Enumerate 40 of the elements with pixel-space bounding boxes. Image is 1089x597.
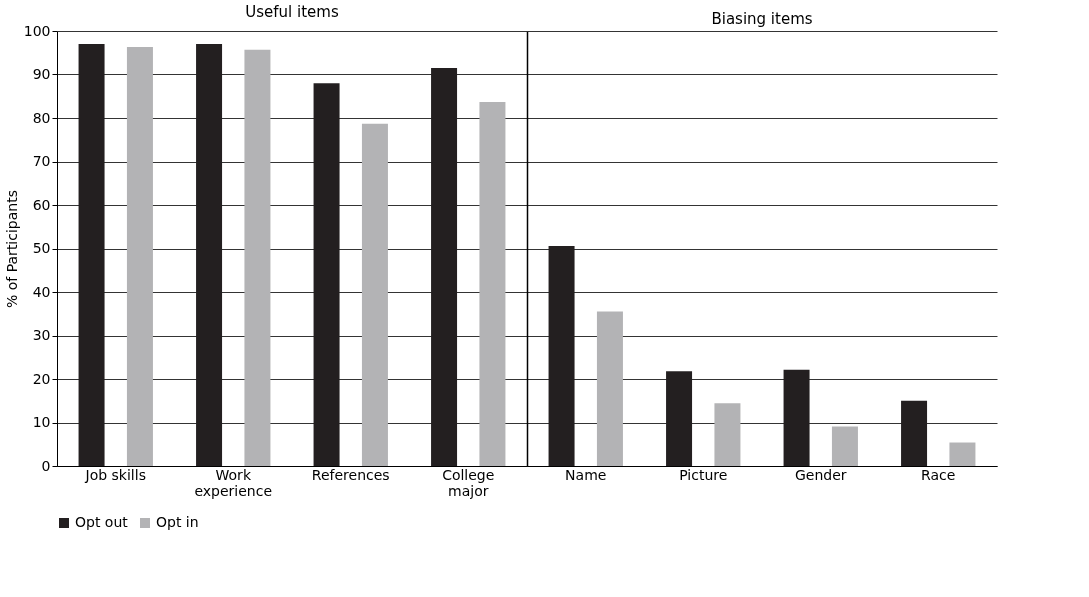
bar bbox=[901, 400, 928, 466]
x-tick-label: Picture bbox=[679, 466, 728, 483]
y-tick-label: 0 bbox=[41, 457, 51, 474]
x-tick-label: References bbox=[311, 466, 390, 483]
y-tick-label: 20 bbox=[32, 370, 51, 387]
legend-label: Opt out bbox=[75, 514, 129, 530]
bar bbox=[313, 83, 340, 466]
x-tick-label: Gender bbox=[794, 466, 847, 483]
y-tick-label: 100 bbox=[23, 22, 51, 39]
bar bbox=[666, 371, 693, 466]
x-tick-label: College major bbox=[442, 466, 495, 499]
x-tick-label: Name bbox=[565, 466, 607, 483]
bar bbox=[548, 245, 575, 466]
bar bbox=[196, 44, 223, 466]
y-tick-label: 40 bbox=[32, 283, 51, 300]
bar bbox=[479, 101, 506, 466]
chart-title: Useful items bbox=[245, 3, 339, 21]
bar bbox=[126, 47, 153, 466]
bar bbox=[431, 67, 458, 466]
y-tick-label: 80 bbox=[32, 109, 51, 126]
bar bbox=[596, 311, 623, 466]
y-axis-title: % of Participants bbox=[3, 190, 20, 308]
bar bbox=[361, 123, 388, 466]
y-tick-label: 60 bbox=[32, 196, 51, 213]
y-tick-label: 50 bbox=[32, 240, 51, 256]
x-tick-label: Job skills bbox=[84, 466, 146, 483]
x-tick-label: Work experience bbox=[194, 466, 273, 499]
bar bbox=[714, 403, 741, 466]
bar bbox=[783, 369, 810, 466]
y-tick-label: 30 bbox=[32, 327, 51, 343]
bar bbox=[831, 426, 858, 466]
bar bbox=[244, 49, 271, 466]
y-tick-label: 90 bbox=[32, 66, 51, 82]
y-tick-label: 10 bbox=[32, 414, 51, 430]
y-tick-label: 70 bbox=[32, 153, 51, 169]
legend-label: Opt in bbox=[156, 514, 199, 530]
bar bbox=[78, 44, 105, 466]
chart-title: Biasing items bbox=[711, 10, 813, 28]
x-tick-label: Race bbox=[921, 466, 956, 483]
bar bbox=[949, 442, 976, 466]
